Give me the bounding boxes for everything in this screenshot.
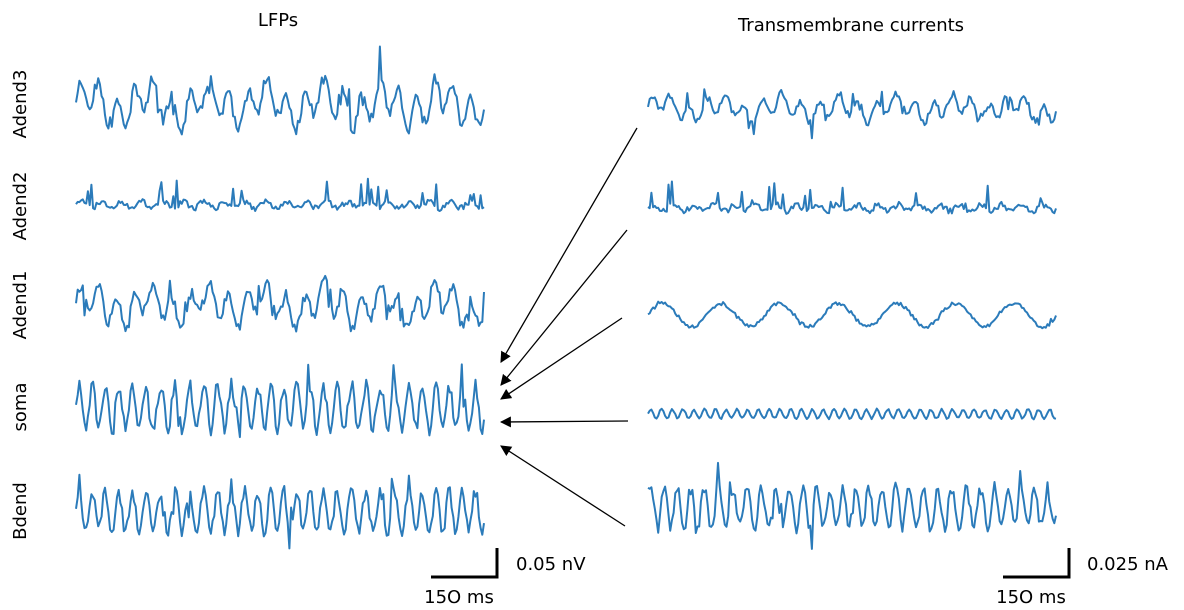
currents-scale-vertical-label: 0.025 nA	[1087, 554, 1169, 575]
currents-scale-horizontal-label: 15O ms	[996, 587, 1066, 608]
arrow-soma	[499, 416, 629, 428]
current-trace-adend2	[647, 180, 1057, 215]
lfp-traces	[75, 45, 485, 550]
current-trace-adend1	[647, 300, 1057, 330]
lfp-trace-adend3	[75, 45, 485, 136]
current-trace-adend3	[647, 88, 1057, 140]
lfp-panel-title: LFPs	[258, 10, 298, 31]
current-trace-soma	[647, 407, 1057, 421]
lfp-scale-horizontal-label: 15O ms	[424, 587, 494, 608]
arrows	[499, 127, 638, 527]
lfp-trace-bdend	[75, 473, 485, 550]
current-trace-bdend	[647, 461, 1057, 550]
arrow-adend3	[500, 127, 638, 363]
channel-label-soma: soma	[10, 383, 31, 432]
arrow-adend1	[500, 317, 623, 400]
lfp-trace-adend1	[75, 274, 485, 333]
lfp-trace-soma	[75, 363, 485, 439]
channel-label-adend1: Adend1	[10, 271, 31, 340]
channel-label-bdend: Bdend	[10, 482, 31, 540]
currents-panel-title: Transmembrane currents	[737, 15, 964, 36]
channel-label-adend3: Adend3	[10, 70, 31, 139]
current-traces	[647, 88, 1057, 550]
currents-scale-bar	[1003, 548, 1071, 579]
arrow-adend2	[500, 229, 628, 386]
lfp-scale-bar	[431, 548, 499, 579]
channel-label-adend2: Adend2	[10, 172, 31, 241]
arrow-bdend	[500, 445, 626, 527]
lfp-scale-vertical-label: 0.05 nV	[516, 554, 586, 575]
lfp-trace-adend2	[75, 177, 485, 212]
